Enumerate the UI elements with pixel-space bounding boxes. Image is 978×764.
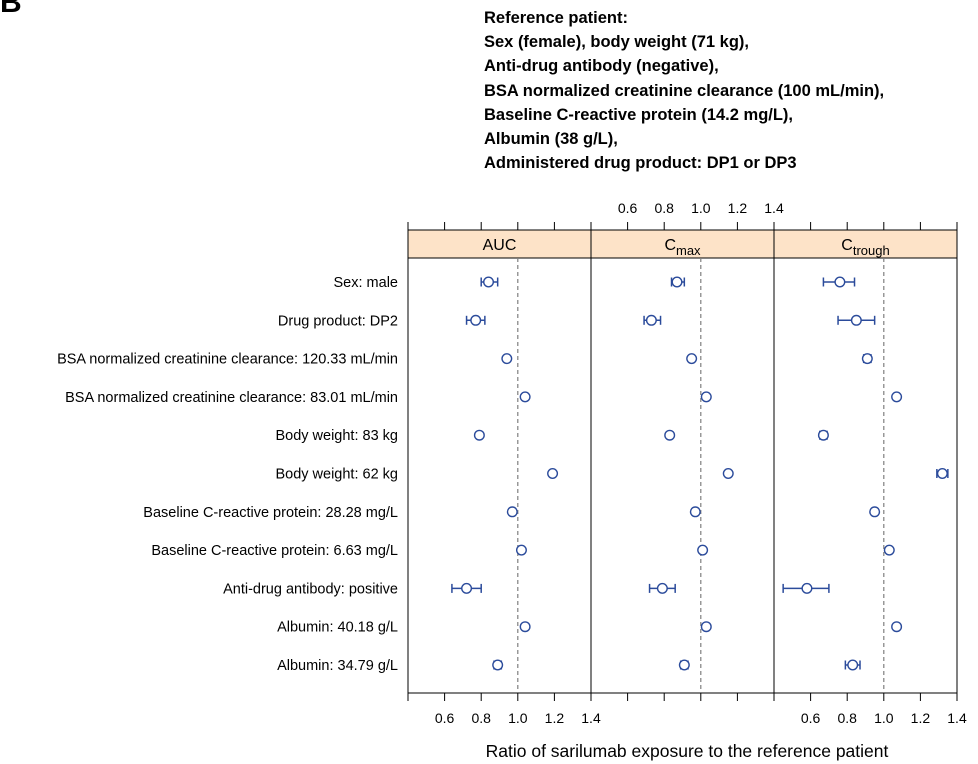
category-label: Body weight: 83 kg [275,428,398,444]
point-estimate [492,659,504,671]
point-estimate [700,621,712,633]
panel-title: Ctrough [841,237,889,258]
category-label: Drug product: DP2 [278,313,398,329]
x-tick-label: 0.8 [654,200,674,216]
point-estimate [671,276,683,288]
point-estimate [678,659,690,671]
x-tick-label: 1.2 [911,710,931,726]
plot-frame [407,229,958,694]
point-estimate [847,659,859,671]
panel-title-main: C [664,237,676,254]
point-estimate [891,621,903,633]
point-estimate [686,353,698,365]
x-tick-label: 1.4 [581,710,601,726]
point-estimate [722,468,734,480]
x-tick-label: 1.0 [874,710,894,726]
panel-title-main: AUC [483,237,517,254]
point-estimate [461,582,473,594]
category-label: Albumin: 34.79 g/L [277,658,398,674]
x-axis-title: Ratio of sarilumab exposure to the refer… [486,741,889,761]
point-estimate [656,582,668,594]
point-estimate [473,429,485,441]
reference-line-crp: Baseline C-reactive protein (14.2 mg/L), [484,105,794,124]
panel-2: Cmax 0.6 0.8 1.0 1.2 1.4 [590,200,784,701]
point-estimate [519,621,531,633]
point-estimate [501,353,513,365]
panel-title: Cmax [664,237,701,258]
panel-strip [407,229,592,259]
reference-line-creatinine: BSA normalized creatinine clearance (100… [484,81,885,100]
reference-line-antibody: Anti-drug antibody (negative), [484,57,719,76]
category-label: Baseline C-reactive protein: 6.63 mg/L [151,543,398,559]
point-estimate [483,276,495,288]
panel-3: Ctrough 0.6 0.8 1.0 1.2 1.4 [773,222,967,726]
x-tick-label: 1.0 [508,710,528,726]
x-tick-label: 1.0 [691,200,711,216]
category-label: Sex: male [334,275,398,291]
category-label: BSA normalized creatinine clearance: 120… [57,352,398,368]
x-tick-label: 0.6 [618,200,638,216]
point-estimate [861,353,873,365]
category-label: Albumin: 40.18 g/L [277,620,398,636]
point-estimate [547,468,559,480]
panel-1: AUC 0.6 0.8 1.0 1.2 1.4 [407,222,601,726]
point-estimate [817,429,829,441]
panel-title-subscript: max [676,243,701,258]
point-estimate [850,314,862,326]
reference-title: Reference patient: [484,9,628,27]
x-tick-label: 0.6 [435,710,455,726]
x-tick-label: 1.4 [764,200,784,216]
panel-title-subscript: trough [853,243,890,258]
point-estimate [936,468,948,480]
point-estimate [834,276,846,288]
point-estimate [869,506,881,518]
x-tick-label: 0.8 [471,710,491,726]
point-estimate [519,391,531,403]
category-label: Body weight: 62 kg [275,467,398,483]
point-estimate [700,391,712,403]
x-tick-label: 1.2 [728,200,748,216]
category-label: BSA normalized creatinine clearance: 83.… [65,390,398,406]
reference-line-albumin: Albumin (38 g/L), [484,130,618,149]
x-tick-label: 0.8 [837,710,857,726]
panel-strip [590,229,775,259]
point-estimate [891,391,903,403]
point-estimate [689,506,701,518]
reference-line-sex-weight: Sex (female), body weight (71 kg), [484,33,749,52]
point-estimate [506,506,518,518]
x-tick-label: 0.6 [801,710,821,726]
point-estimate [664,429,676,441]
reference-patient-block: Reference patient: Sex (female), body we… [484,6,884,175]
point-estimate [470,314,482,326]
reference-line-drug-product: Administered drug product: DP1 or DP3 [484,154,797,173]
panel-title: AUC [483,237,517,254]
category-label: Anti-drug antibody: positive [223,581,398,597]
x-tick-label: 1.2 [545,710,565,726]
point-estimate [697,544,709,556]
category-label: Baseline C-reactive protein: 28.28 mg/L [143,505,398,521]
panel-letter: B [0,0,22,19]
point-estimate [515,544,527,556]
x-tick-label: 1.4 [947,710,967,726]
panel-title-main: C [841,237,853,254]
point-estimate [645,314,657,326]
point-estimate [883,544,895,556]
point-estimate [801,582,813,594]
